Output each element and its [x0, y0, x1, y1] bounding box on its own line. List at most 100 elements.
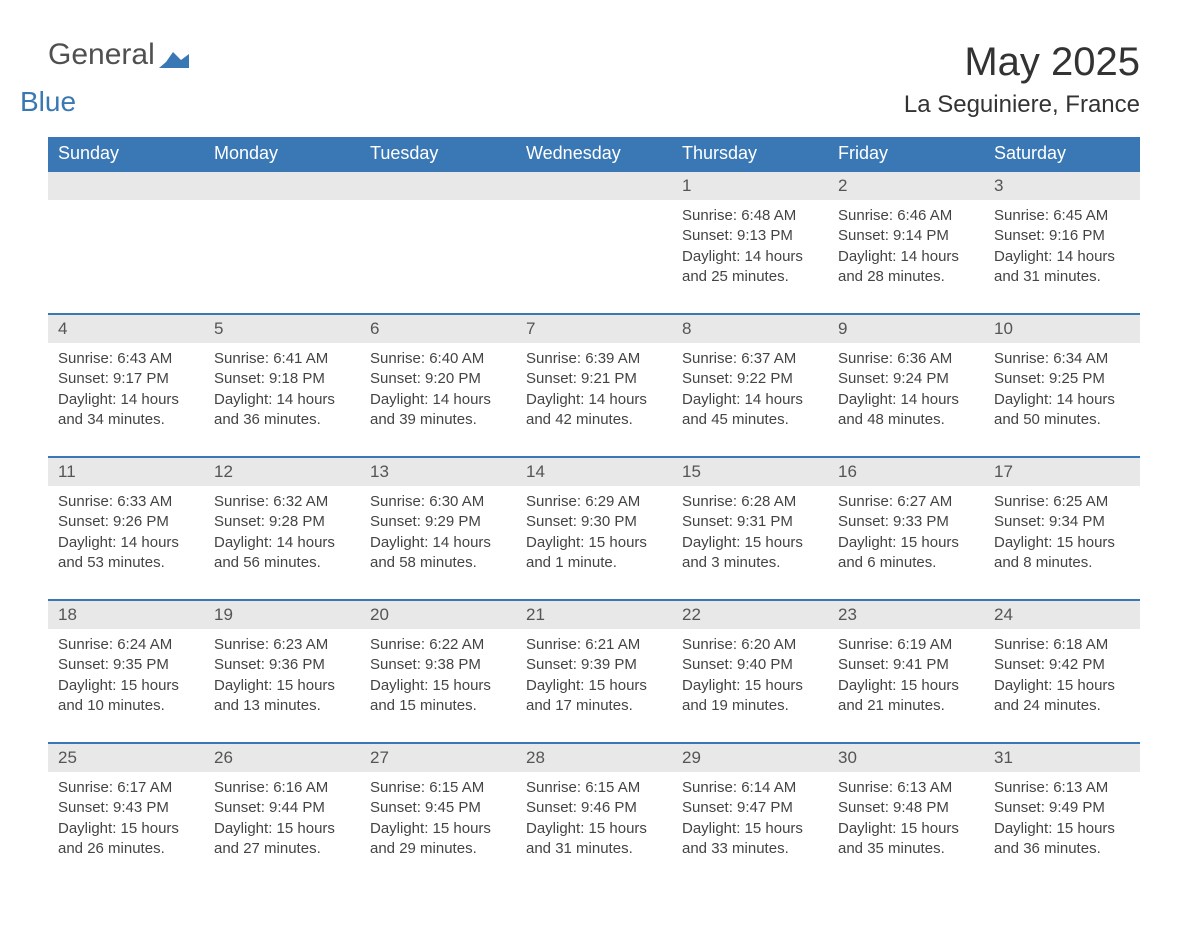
brand-logo: General Blue — [48, 40, 189, 98]
day-number-cell — [516, 171, 672, 200]
day-number: 7 — [526, 319, 535, 338]
day-detail-cell: Sunrise: 6:46 AMSunset: 9:14 PMDaylight:… — [828, 200, 984, 314]
day-sunset: Sunset: 9:31 PM — [682, 512, 818, 532]
day-sunrise: Sunrise: 6:27 AM — [838, 492, 974, 512]
day-day2: and 21 minutes. — [838, 696, 974, 716]
day-day1: Daylight: 14 hours — [370, 533, 506, 553]
day-sunset: Sunset: 9:39 PM — [526, 655, 662, 675]
day-day1: Daylight: 14 hours — [838, 247, 974, 267]
day-sunrise: Sunrise: 6:37 AM — [682, 349, 818, 369]
day-sunset: Sunset: 9:14 PM — [838, 226, 974, 246]
day-sunset: Sunset: 9:18 PM — [214, 369, 350, 389]
day-number-cell — [48, 171, 204, 200]
week-body-row: Sunrise: 6:43 AMSunset: 9:17 PMDaylight:… — [48, 343, 1140, 457]
day-day2: and 15 minutes. — [370, 696, 506, 716]
day-number-cell: 5 — [204, 314, 360, 343]
day-detail-cell: Sunrise: 6:45 AMSunset: 9:16 PMDaylight:… — [984, 200, 1140, 314]
day-day1: Daylight: 15 hours — [682, 676, 818, 696]
day-day1: Daylight: 15 hours — [682, 819, 818, 839]
day-sunset: Sunset: 9:44 PM — [214, 798, 350, 818]
day-day2: and 53 minutes. — [58, 553, 194, 573]
day-day1: Daylight: 15 hours — [838, 676, 974, 696]
day-day2: and 36 minutes. — [994, 839, 1130, 859]
day-day1: Daylight: 14 hours — [58, 390, 194, 410]
day-sunset: Sunset: 9:38 PM — [370, 655, 506, 675]
day-number: 1 — [682, 176, 691, 195]
day-detail-cell: Sunrise: 6:27 AMSunset: 9:33 PMDaylight:… — [828, 486, 984, 600]
day-number: 21 — [526, 605, 545, 624]
day-sunrise: Sunrise: 6:18 AM — [994, 635, 1130, 655]
day-day2: and 3 minutes. — [682, 553, 818, 573]
weekday-header: Monday — [204, 137, 360, 171]
brand-part1: General — [48, 40, 155, 70]
day-number-cell: 31 — [984, 743, 1140, 772]
day-detail-cell: Sunrise: 6:30 AMSunset: 9:29 PMDaylight:… — [360, 486, 516, 600]
day-sunrise: Sunrise: 6:15 AM — [370, 778, 506, 798]
day-number: 27 — [370, 748, 389, 767]
day-detail-cell: Sunrise: 6:20 AMSunset: 9:40 PMDaylight:… — [672, 629, 828, 743]
day-number-cell: 26 — [204, 743, 360, 772]
day-day2: and 8 minutes. — [994, 553, 1130, 573]
day-sunrise: Sunrise: 6:36 AM — [838, 349, 974, 369]
day-number: 26 — [214, 748, 233, 767]
week-body-row: Sunrise: 6:24 AMSunset: 9:35 PMDaylight:… — [48, 629, 1140, 743]
day-number: 29 — [682, 748, 701, 767]
day-detail-cell — [360, 200, 516, 314]
day-day1: Daylight: 15 hours — [214, 676, 350, 696]
week-number-row: 25262728293031 — [48, 743, 1140, 772]
day-day2: and 10 minutes. — [58, 696, 194, 716]
day-day1: Daylight: 14 hours — [370, 390, 506, 410]
day-day1: Daylight: 14 hours — [994, 247, 1130, 267]
day-detail-cell: Sunrise: 6:41 AMSunset: 9:18 PMDaylight:… — [204, 343, 360, 457]
day-detail-cell: Sunrise: 6:25 AMSunset: 9:34 PMDaylight:… — [984, 486, 1140, 600]
day-sunrise: Sunrise: 6:25 AM — [994, 492, 1130, 512]
day-number: 11 — [58, 462, 76, 481]
day-number: 16 — [838, 462, 857, 481]
day-day2: and 25 minutes. — [682, 267, 818, 287]
day-detail-cell: Sunrise: 6:23 AMSunset: 9:36 PMDaylight:… — [204, 629, 360, 743]
day-number-cell: 30 — [828, 743, 984, 772]
day-sunrise: Sunrise: 6:16 AM — [214, 778, 350, 798]
week-number-row: 18192021222324 — [48, 600, 1140, 629]
day-sunset: Sunset: 9:30 PM — [526, 512, 662, 532]
day-number-cell: 3 — [984, 171, 1140, 200]
day-number-cell: 24 — [984, 600, 1140, 629]
day-number-cell: 15 — [672, 457, 828, 486]
day-detail-cell: Sunrise: 6:48 AMSunset: 9:13 PMDaylight:… — [672, 200, 828, 314]
day-number: 2 — [838, 176, 847, 195]
day-detail-cell: Sunrise: 6:13 AMSunset: 9:49 PMDaylight:… — [984, 772, 1140, 885]
day-sunset: Sunset: 9:22 PM — [682, 369, 818, 389]
day-number-cell: 21 — [516, 600, 672, 629]
day-number-cell: 6 — [360, 314, 516, 343]
day-number-cell: 20 — [360, 600, 516, 629]
weekday-header: Saturday — [984, 137, 1140, 171]
week-number-row: 11121314151617 — [48, 457, 1140, 486]
day-number: 4 — [58, 319, 67, 338]
day-sunrise: Sunrise: 6:39 AM — [526, 349, 662, 369]
day-detail-cell: Sunrise: 6:13 AMSunset: 9:48 PMDaylight:… — [828, 772, 984, 885]
day-number-cell: 10 — [984, 314, 1140, 343]
day-day1: Daylight: 14 hours — [214, 533, 350, 553]
day-number-cell: 9 — [828, 314, 984, 343]
day-day2: and 35 minutes. — [838, 839, 974, 859]
day-sunrise: Sunrise: 6:46 AM — [838, 206, 974, 226]
day-day1: Daylight: 14 hours — [682, 390, 818, 410]
day-number: 25 — [58, 748, 77, 767]
day-sunset: Sunset: 9:29 PM — [370, 512, 506, 532]
day-sunset: Sunset: 9:25 PM — [994, 369, 1130, 389]
day-number-cell: 18 — [48, 600, 204, 629]
day-day2: and 19 minutes. — [682, 696, 818, 716]
day-number: 10 — [994, 319, 1013, 338]
day-detail-cell: Sunrise: 6:34 AMSunset: 9:25 PMDaylight:… — [984, 343, 1140, 457]
weekday-header: Tuesday — [360, 137, 516, 171]
day-day2: and 17 minutes. — [526, 696, 662, 716]
day-sunrise: Sunrise: 6:23 AM — [214, 635, 350, 655]
day-sunrise: Sunrise: 6:13 AM — [838, 778, 974, 798]
day-sunset: Sunset: 9:40 PM — [682, 655, 818, 675]
day-day1: Daylight: 14 hours — [214, 390, 350, 410]
day-sunset: Sunset: 9:36 PM — [214, 655, 350, 675]
week-body-row: Sunrise: 6:48 AMSunset: 9:13 PMDaylight:… — [48, 200, 1140, 314]
day-sunrise: Sunrise: 6:20 AM — [682, 635, 818, 655]
day-sunset: Sunset: 9:48 PM — [838, 798, 974, 818]
day-day1: Daylight: 15 hours — [838, 533, 974, 553]
